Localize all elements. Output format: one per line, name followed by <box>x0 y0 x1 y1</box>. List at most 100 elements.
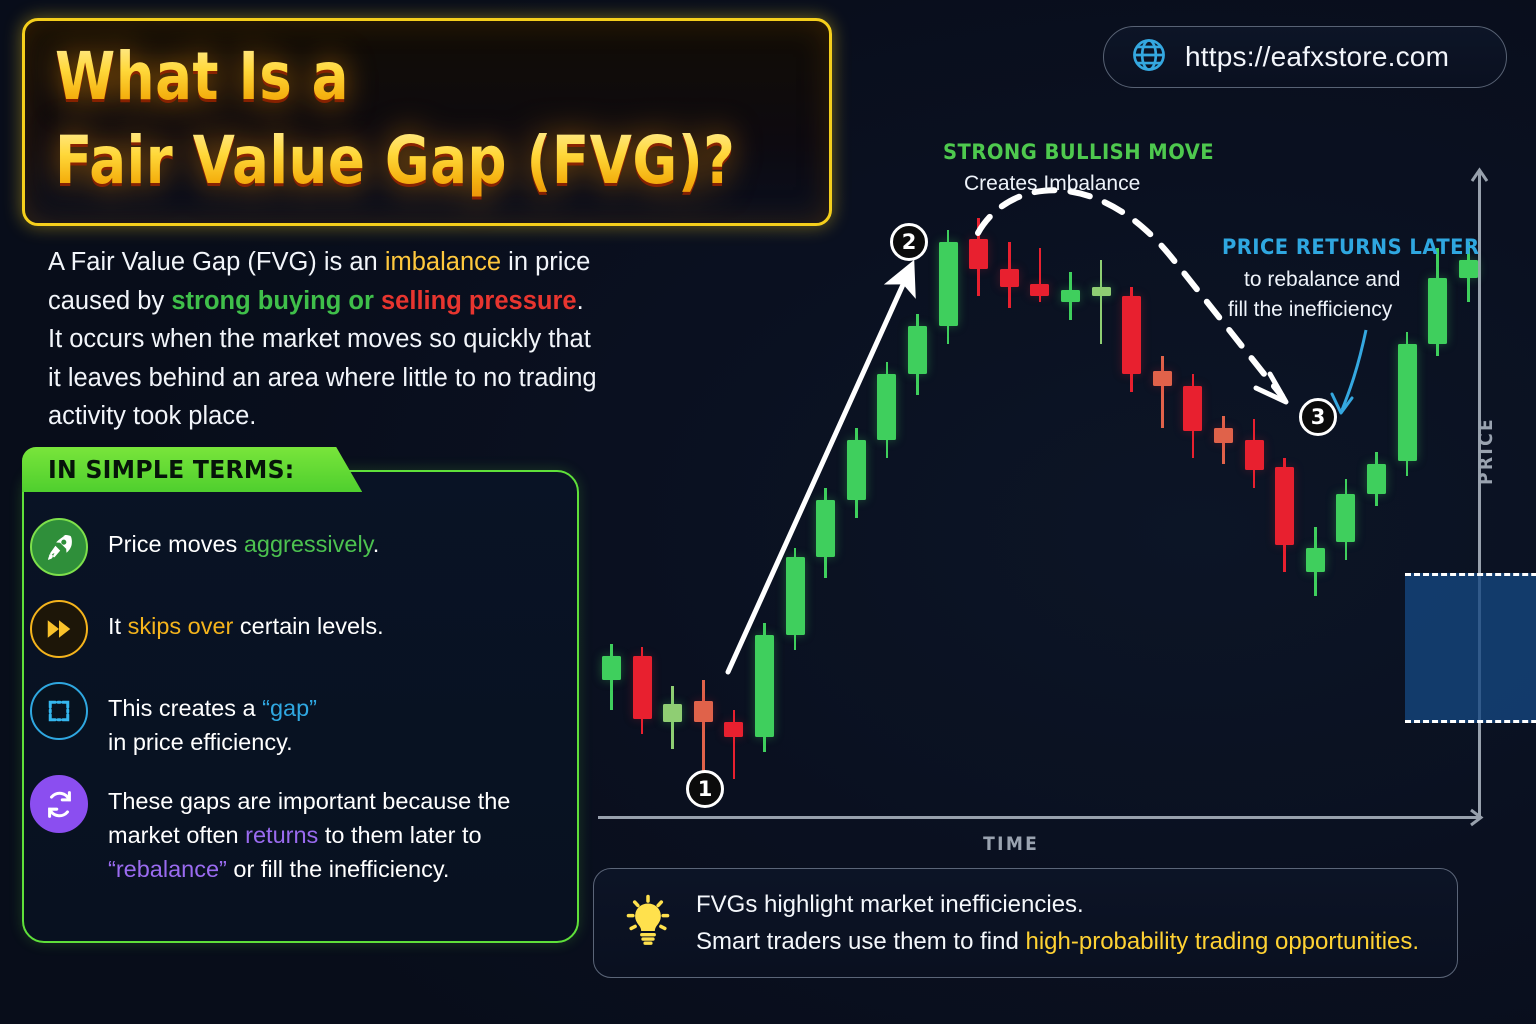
intro-part-1: A Fair Value Gap (FVG) is an <box>48 248 385 276</box>
candlestick-body <box>663 704 683 722</box>
website-url-badge[interactable]: https://eafxstore.com <box>1103 26 1507 88</box>
fvg-zone-subtitle: Area with little to no trading activity <box>1530 640 1536 702</box>
item2-post: certain levels. <box>233 613 384 639</box>
candlestick-body <box>969 239 989 269</box>
candlestick-body <box>1122 296 1142 374</box>
candlestick <box>1122 287 1142 392</box>
marker-3: 3 <box>1299 398 1337 436</box>
candlestick-body <box>999 269 1019 287</box>
candlestick <box>1367 452 1386 506</box>
item4-mid: to them later to <box>318 822 482 848</box>
tip-box: FVGs highlight market inefficiencies. Sm… <box>593 868 1458 978</box>
strong-bullish-move-label: STRONG BULLISH MOVE <box>943 140 1215 164</box>
item4-pre: These gaps are important because the mar… <box>108 788 511 848</box>
tip-line-2: Smart traders use them to find high-prob… <box>696 923 1419 960</box>
candlestick-wick <box>1161 356 1164 428</box>
list-item: This creates a “gap” in price efficiency… <box>30 682 550 759</box>
item4-highlight-rebalance: “rebalance” <box>108 856 227 882</box>
item1-highlight: aggressively <box>243 531 373 557</box>
simple-terms-header-label: IN SIMPLE TERMS: <box>48 455 295 484</box>
item4-highlight-returns: returns <box>245 822 319 848</box>
tip-line-2-highlight: high-probability trading opportunities. <box>1025 928 1420 955</box>
item1-post: . <box>372 531 380 557</box>
list-item: Price moves aggressively. <box>30 518 550 576</box>
creates-imbalance-label: Creates Imbalance <box>964 172 1141 195</box>
candlestick-body <box>632 656 652 719</box>
marker-2: 2 <box>890 223 928 261</box>
candlestick <box>1336 479 1356 560</box>
candlestick-body <box>816 500 836 557</box>
list-item-text: Price moves aggressively. <box>108 518 379 561</box>
rocket-icon <box>30 518 88 576</box>
intro-paragraph: A Fair Value Gap (FVG) is an imbalance i… <box>48 243 604 436</box>
y-axis-label: PRICE <box>1474 416 1497 486</box>
candlestick-body <box>1214 428 1233 443</box>
candlestick <box>755 623 774 752</box>
tip-line-2-pre: Smart traders use them to find <box>696 928 1026 955</box>
candlestick <box>846 428 866 518</box>
candlestick <box>908 314 927 395</box>
intro-or: or <box>341 286 381 315</box>
candlestick-body <box>1458 260 1478 278</box>
candlestick <box>693 680 713 788</box>
x-axis-arrow <box>1460 808 1484 827</box>
candlestick-body <box>755 635 774 737</box>
list-item: It skips over certain levels. <box>30 600 550 658</box>
candlestick <box>1030 248 1050 302</box>
candlestick <box>724 710 744 779</box>
candlestick-body <box>1367 464 1386 494</box>
item4-post: or fill the inefficiency. <box>226 856 450 882</box>
refresh-cycle-icon <box>30 775 88 833</box>
candlestick-body <box>693 701 713 722</box>
candlestick <box>1152 356 1172 428</box>
candlestick-body <box>1183 386 1203 431</box>
globe-icon <box>1130 36 1168 79</box>
candlestick-body <box>1397 344 1417 461</box>
candlestick <box>1244 419 1264 488</box>
candlestick-body <box>1336 494 1356 542</box>
item3-pre: This creates a <box>108 695 263 721</box>
candlestick-body <box>1305 548 1325 572</box>
candlestick <box>602 644 621 710</box>
candlestick <box>816 488 836 578</box>
highlight-strong-buying: strong buying <box>171 286 342 315</box>
candlestick <box>1275 458 1295 572</box>
list-item: These gaps are important because the mar… <box>30 775 550 886</box>
candlestick <box>1305 527 1325 596</box>
tip-line-1: FVGs highlight market inefficiencies. <box>696 891 1084 918</box>
price-returns-sub-2: fill the inefficiency <box>1228 298 1393 321</box>
candlestick <box>938 230 958 344</box>
candlestick-body <box>908 326 927 374</box>
candlestick-chart: TIME PRICE FAIR VALUE GAP (FVG) Area wit… <box>580 110 1536 855</box>
candlestick <box>1214 416 1233 464</box>
candlestick-body <box>1061 290 1080 302</box>
title-line-1: What Is a <box>55 35 743 119</box>
price-returns-sub-1: to rebalance and <box>1244 268 1401 291</box>
list-item-text: These gaps are important because the mar… <box>108 775 550 886</box>
candlestick-body <box>1152 371 1172 386</box>
item3-line2: in price efficiency. <box>108 729 293 755</box>
simple-terms-header: IN SIMPLE TERMS: <box>22 447 362 492</box>
candlestick <box>1458 242 1478 302</box>
fvg-zone-box <box>1405 573 1536 723</box>
item3-highlight: “gap” <box>262 695 317 721</box>
y-axis-line <box>1478 186 1481 818</box>
x-axis-line <box>598 816 1474 819</box>
x-axis-label: TIME <box>983 833 1040 855</box>
item2-pre: It <box>108 613 128 639</box>
candlestick-body <box>877 374 897 440</box>
item1-pre: Price moves <box>108 531 244 557</box>
highlight-selling-pressure: selling pressure <box>381 286 577 315</box>
candlestick <box>1183 374 1203 458</box>
candlestick <box>632 647 652 734</box>
candlestick <box>1428 248 1448 356</box>
crop-frame-icon <box>30 682 88 740</box>
item2-highlight: skips over <box>127 613 234 639</box>
candlestick-body <box>1030 284 1050 296</box>
candlestick <box>877 362 897 458</box>
candlestick <box>785 548 805 650</box>
candlestick-body <box>1244 440 1264 470</box>
candlestick-wick <box>702 680 705 788</box>
title-line-2: Fair Value Gap (FVG)? <box>55 119 743 203</box>
candlestick-body <box>938 242 958 326</box>
